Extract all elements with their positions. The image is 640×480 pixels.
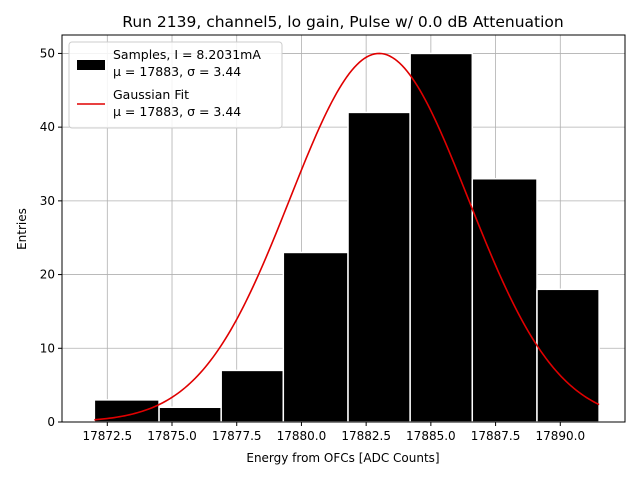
x-axis-ticks: 17872.5 17875.0 17877.5 17880.0 17882.5 17885… xyxy=(82,422,585,443)
legend-histogram-stats: μ = 17883, σ = 3.44 xyxy=(113,64,241,79)
legend-histogram-swatch xyxy=(77,60,105,70)
y-axis-label: Entries xyxy=(15,208,29,250)
legend: Samples, I = 8.2031mA μ = 17883, σ = 3.4… xyxy=(68,41,283,129)
y-axis-ticks: 0 10 20 30 40 50 xyxy=(40,46,62,429)
y-tick-label: 30 xyxy=(40,194,55,208)
y-tick-label: 50 xyxy=(40,46,55,60)
x-tick-label: 17882.5 xyxy=(341,429,391,443)
legend-fit-stats: μ = 17883, σ = 3.44 xyxy=(113,104,241,119)
x-axis-label: Energy from OFCs [ADC Counts] xyxy=(246,451,439,465)
x-tick-label: 17872.5 xyxy=(82,429,132,443)
y-tick-label: 0 xyxy=(47,415,55,429)
histogram-bar xyxy=(347,111,411,423)
plot-frame xyxy=(61,34,626,423)
legend-fit-label: Gaussian Fit xyxy=(113,87,189,102)
chart-title: Run 2139, channel5, lo gain, Pulse w/ 0.… xyxy=(122,13,563,31)
y-tick-label: 10 xyxy=(40,341,55,355)
x-tick-label: 17890.0 xyxy=(535,429,585,443)
y-tick-label: 20 xyxy=(40,268,55,282)
histogram-bar xyxy=(536,288,600,423)
histogram-bar xyxy=(220,369,285,423)
x-tick-label: 17880.0 xyxy=(277,429,327,443)
x-tick-label: 17877.5 xyxy=(212,429,262,443)
x-tick-label: 17875.0 xyxy=(147,429,197,443)
legend-box xyxy=(68,41,283,129)
legend-histogram-label: Samples, I = 8.2031mA xyxy=(113,47,261,62)
x-tick-label: 17885.0 xyxy=(406,429,456,443)
y-tick-label: 40 xyxy=(40,120,55,134)
gaussian-fit-line xyxy=(94,52,600,421)
histogram-bar xyxy=(471,177,538,423)
histogram-bar xyxy=(282,251,349,423)
histogram-bar xyxy=(409,52,474,423)
histogram-bar xyxy=(158,406,222,423)
x-tick-label: 17887.5 xyxy=(471,429,521,443)
histogram-bars xyxy=(93,52,600,423)
